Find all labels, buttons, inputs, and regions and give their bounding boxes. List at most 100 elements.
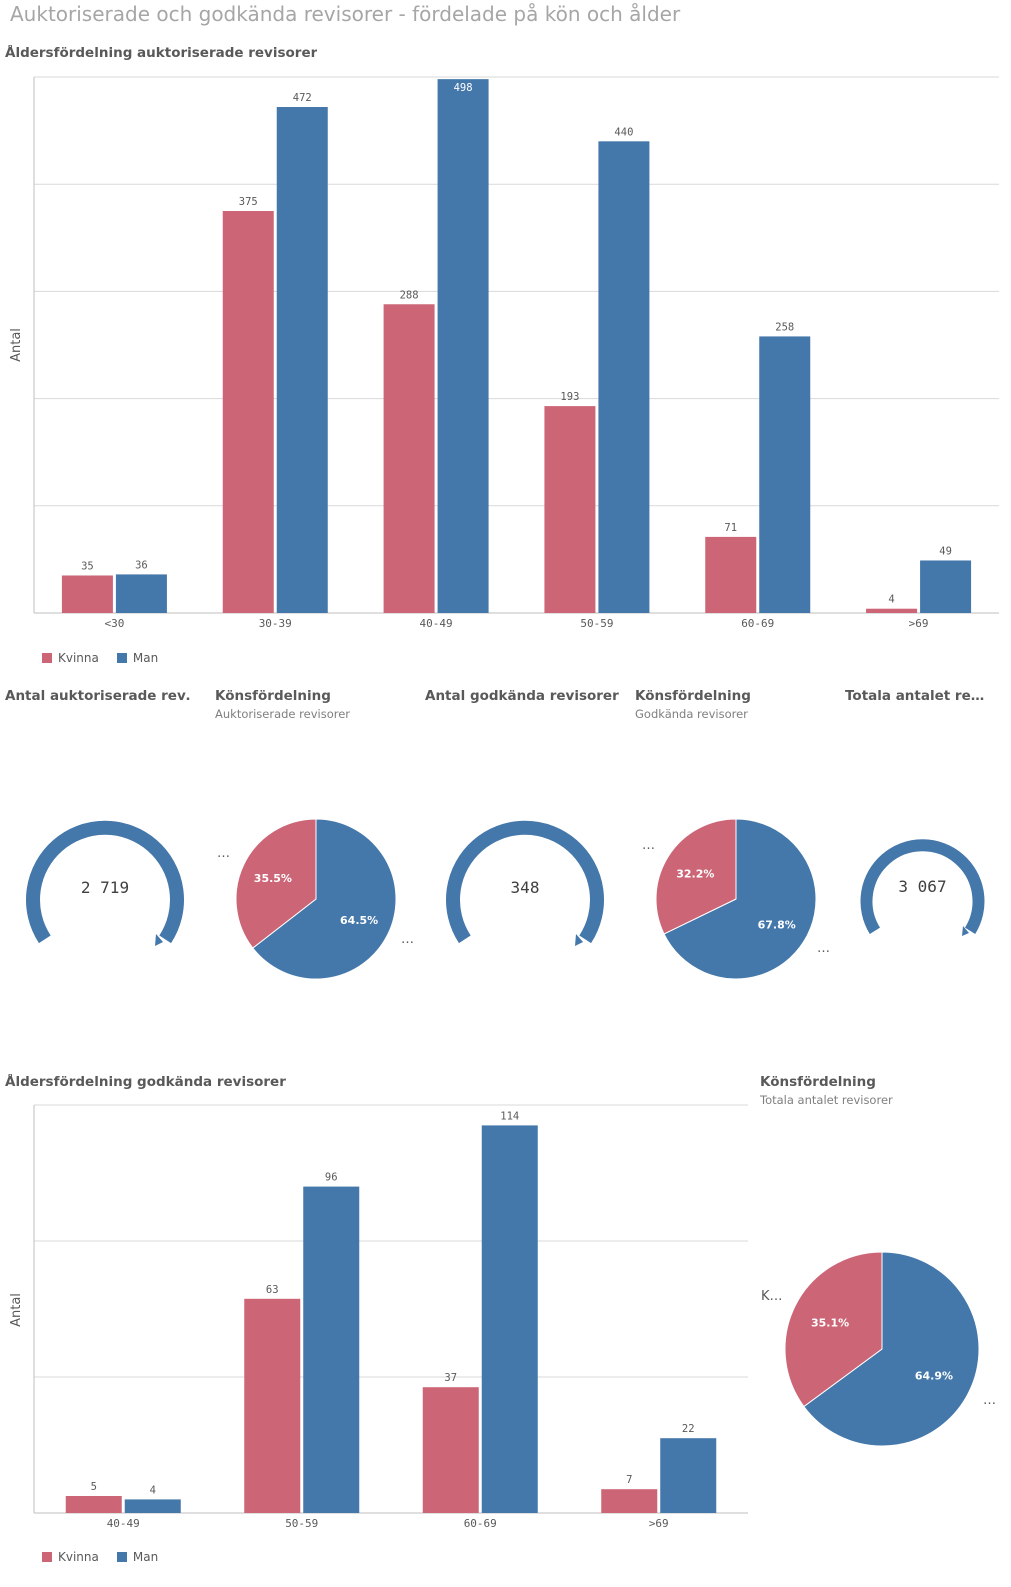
pie-label-kvinna: 35.1% xyxy=(811,1317,849,1330)
x-tick-label: >69 xyxy=(909,617,929,630)
pie-slice-man[interactable] xyxy=(803,1251,980,1447)
legend-swatch-kvinna xyxy=(42,1552,52,1562)
bar-man-60-69[interactable] xyxy=(481,1125,538,1513)
x-tick-label: >69 xyxy=(649,1517,669,1530)
bar-man-40-49[interactable] xyxy=(124,1499,181,1513)
data-label-man-30-39: 472 xyxy=(293,92,312,104)
legend-label-man: Man xyxy=(132,1550,159,1564)
legend-swatch-man xyxy=(116,1552,127,1562)
pie2-more-indicator[interactable]: … xyxy=(642,838,655,853)
data-label-kvinna-40-49: 288 xyxy=(400,289,419,301)
pie-slice-man[interactable] xyxy=(663,818,817,980)
kpi3-title: Totala antalet re… xyxy=(845,688,985,704)
bar-man->69[interactable] xyxy=(920,560,972,613)
kpi3-gauge-arc xyxy=(860,839,985,934)
bar-man-40-49[interactable] xyxy=(437,79,489,614)
pie1-title: Könsfördelning xyxy=(215,688,331,704)
bar-kvinna->69[interactable] xyxy=(866,608,918,613)
pie-slice-man[interactable] xyxy=(252,818,397,980)
pie1-subtitle: Auktoriserade revisorer xyxy=(215,707,351,721)
bar-kvinna-60-69[interactable] xyxy=(422,1387,479,1513)
kpi2-title: Antal godkända revisorer xyxy=(425,688,619,704)
chart1-legend[interactable]: Kvinna Man xyxy=(42,651,170,665)
legend-label-kvinna: Kvinna xyxy=(58,651,99,665)
data-label-kvinna-50-59: 193 xyxy=(560,391,579,403)
legend-label-man: Man xyxy=(132,651,159,665)
pie-label-man: 64.5% xyxy=(340,914,378,927)
data-label-man-60-69: 258 xyxy=(775,321,794,333)
pie1-chart[interactable]: 64.5% 35.5% xyxy=(235,818,397,980)
pie1-more-indicator-2[interactable]: … xyxy=(401,932,414,947)
pie3-subtitle: Totala antalet revisorer xyxy=(760,1093,893,1107)
data-label-kvinna-40-49: 5 xyxy=(91,1481,97,1493)
legend-item-man[interactable]: Man xyxy=(116,651,159,665)
pie-label-kvinna: 35.5% xyxy=(254,872,292,885)
x-tick-label: 40-49 xyxy=(107,1517,140,1530)
legend-item-kvinna[interactable]: Kvinna xyxy=(42,1550,99,1564)
bar-kvinna->69[interactable] xyxy=(601,1489,658,1513)
kpi1-title: Antal auktoriserade rev… xyxy=(5,688,190,704)
bar-man-<30[interactable] xyxy=(115,574,167,613)
data-label-man-40-49: 4 xyxy=(150,1484,156,1496)
x-tick-label: 60-69 xyxy=(464,1517,497,1530)
page-title: Auktoriserade och godkända revisorer - f… xyxy=(10,2,681,26)
x-tick-label: 60-69 xyxy=(741,617,774,630)
data-label-man->69: 22 xyxy=(682,1423,695,1435)
y-axis-label: Antal xyxy=(9,328,24,362)
bar-man-60-69[interactable] xyxy=(759,336,811,613)
data-label-man-50-59: 96 xyxy=(325,1172,338,1184)
legend-swatch-kvinna xyxy=(42,653,52,663)
legend-item-kvinna[interactable]: Kvinna xyxy=(42,651,99,665)
pie-label-man: 67.8% xyxy=(758,918,796,931)
pie2-chart[interactable]: 67.8% 32.2% xyxy=(655,818,817,980)
bar-man-30-39[interactable] xyxy=(276,107,328,614)
pie3-chart[interactable]: 64.9% 35.1% xyxy=(784,1251,980,1447)
y-axis-label: Antal xyxy=(9,1293,24,1327)
pie2-more-indicator-2[interactable]: … xyxy=(817,941,830,956)
pie3-side-label[interactable]: K… xyxy=(761,1289,783,1304)
kpi2-gauge-arc xyxy=(446,820,604,944)
data-label-kvinna-30-39: 375 xyxy=(239,196,258,208)
bar-kvinna-40-49[interactable] xyxy=(383,304,435,613)
kpi3-gauge[interactable]: 3 067 xyxy=(848,820,998,950)
bar-man-50-59[interactable] xyxy=(303,1186,360,1513)
pie-slice-kvinna[interactable] xyxy=(784,1251,883,1408)
data-label-man-60-69: 114 xyxy=(500,1110,519,1122)
kpi1-gauge-marker xyxy=(155,934,163,946)
pie1-more-indicator[interactable]: … xyxy=(217,846,230,861)
data-label-man-40-49: 498 xyxy=(454,82,473,94)
pie2-title: Könsfördelning xyxy=(635,688,751,704)
kpi3-value: 3 067 xyxy=(898,877,946,896)
x-tick-label: 50-59 xyxy=(285,1517,318,1530)
data-label-kvinna-60-69: 37 xyxy=(444,1372,457,1384)
kpi1-gauge[interactable]: 2 719 xyxy=(10,800,200,970)
bar-kvinna-60-69[interactable] xyxy=(705,536,757,613)
bar-kvinna-50-59[interactable] xyxy=(244,1298,301,1513)
data-label-man->69: 49 xyxy=(939,545,952,557)
pie-slice-kvinna[interactable] xyxy=(655,818,737,935)
kpi1-value: 2 719 xyxy=(81,878,129,897)
kpi3-gauge-marker xyxy=(962,926,969,936)
pie3-title: Könsfördelning xyxy=(760,1074,876,1090)
legend-swatch-man xyxy=(116,653,127,663)
chart1-bar-chart[interactable]: Antal 35 36 <30 375 472 30-39 288 498 40-49 193 440… xyxy=(0,65,1011,645)
data-label-kvinna-50-59: 63 xyxy=(266,1284,279,1296)
bar-man->69[interactable] xyxy=(660,1438,717,1513)
pie-slice-kvinna[interactable] xyxy=(235,818,317,949)
pie-label-man: 64.9% xyxy=(915,1369,953,1382)
data-label-kvinna->69: 4 xyxy=(888,594,894,606)
bar-kvinna-<30[interactable] xyxy=(61,575,113,613)
bar-kvinna-50-59[interactable] xyxy=(544,406,596,613)
kpi2-value: 348 xyxy=(511,878,540,897)
kpi1-gauge-arc xyxy=(26,820,184,944)
kpi2-gauge[interactable]: 348 xyxy=(430,800,620,970)
bar-kvinna-30-39[interactable] xyxy=(222,211,274,613)
legend-item-man[interactable]: Man xyxy=(116,1550,159,1564)
chart2-bar-chart[interactable]: Antal 5 4 40-49 63 96 50-59 37 114 60-69 7 22 >69 xyxy=(0,1095,760,1535)
chart2-legend[interactable]: Kvinna Man xyxy=(42,1550,170,1564)
kpi2-gauge-marker xyxy=(575,934,583,946)
bar-man-50-59[interactable] xyxy=(598,141,650,613)
pie3-more-indicator[interactable]: … xyxy=(983,1393,996,1408)
bar-kvinna-40-49[interactable] xyxy=(65,1496,122,1513)
data-label-man-<30: 36 xyxy=(135,559,148,571)
